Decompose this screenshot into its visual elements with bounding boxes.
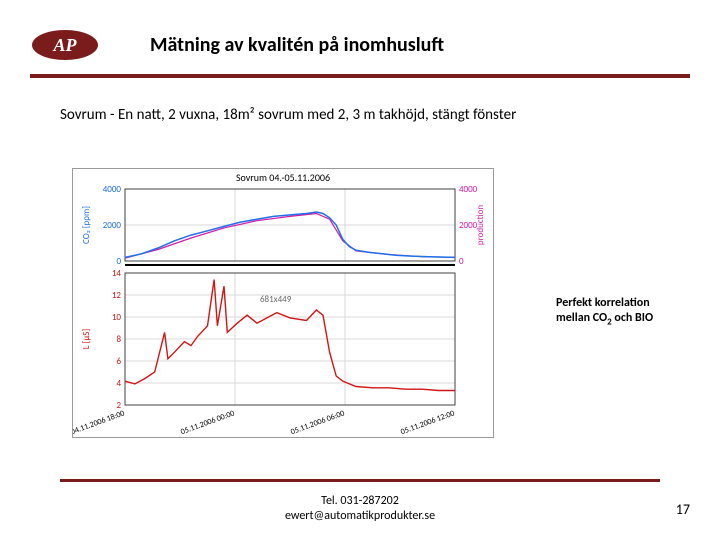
svg-text:8: 8 (116, 334, 121, 345)
annotation-line2-post: och BIO (612, 311, 653, 325)
footer-rule (60, 479, 660, 482)
annotation-text: Perfekt korrelation mellan CO2 och BIO (556, 296, 696, 328)
svg-text:4: 4 (116, 378, 121, 389)
svg-text:05.11.2006 00:00: 05.11.2006 00:00 (179, 408, 236, 437)
svg-text:CO₂ [ppm]: CO₂ [ppm] (81, 206, 92, 244)
svg-text:681x449: 681x449 (260, 294, 292, 305)
footer-tel: Tel. 031-287202 (0, 494, 720, 509)
header-rule (30, 74, 690, 78)
chart-panel: Sovrum 04.-05.11.2006400020000400020000C… (72, 168, 494, 438)
svg-text:0: 0 (459, 256, 464, 267)
svg-text:Sovrum 04.-05.11.2006: Sovrum 04.-05.11.2006 (236, 171, 330, 184)
svg-text:04.11.2006 18:00: 04.11.2006 18:00 (73, 408, 126, 437)
logo: AP (30, 28, 100, 62)
svg-text:4000: 4000 (103, 184, 122, 195)
svg-text:12: 12 (112, 290, 122, 301)
svg-text:10: 10 (112, 312, 122, 323)
annotation-line1: Perfekt korrelation (556, 296, 650, 310)
svg-text:14: 14 (112, 268, 122, 279)
page-number: 17 (676, 501, 690, 518)
svg-text:05.11.2006 12:00: 05.11.2006 12:00 (399, 408, 456, 437)
svg-text:2000: 2000 (103, 220, 122, 231)
svg-text:05.11.2006 06:00: 05.11.2006 06:00 (289, 408, 346, 437)
svg-text:production: production (475, 205, 486, 245)
page-title: Mätning av kvalitén på inomhusluft (150, 33, 444, 57)
annotation-line2-pre: mellan CO (556, 311, 607, 325)
footer-email: ewert@automatikprodukter.se (0, 509, 720, 524)
svg-text:L [µS]: L [µS] (81, 329, 92, 350)
footer: Tel. 031-287202 ewert@automatikprodukter… (0, 494, 720, 524)
svg-text:6: 6 (116, 356, 121, 367)
svg-text:0: 0 (116, 256, 121, 267)
subtitle: Sovrum - En natt, 2 vuxna, 18m² sovrum m… (60, 106, 660, 124)
svg-text:AP: AP (52, 35, 77, 55)
svg-text:4000: 4000 (459, 184, 478, 195)
